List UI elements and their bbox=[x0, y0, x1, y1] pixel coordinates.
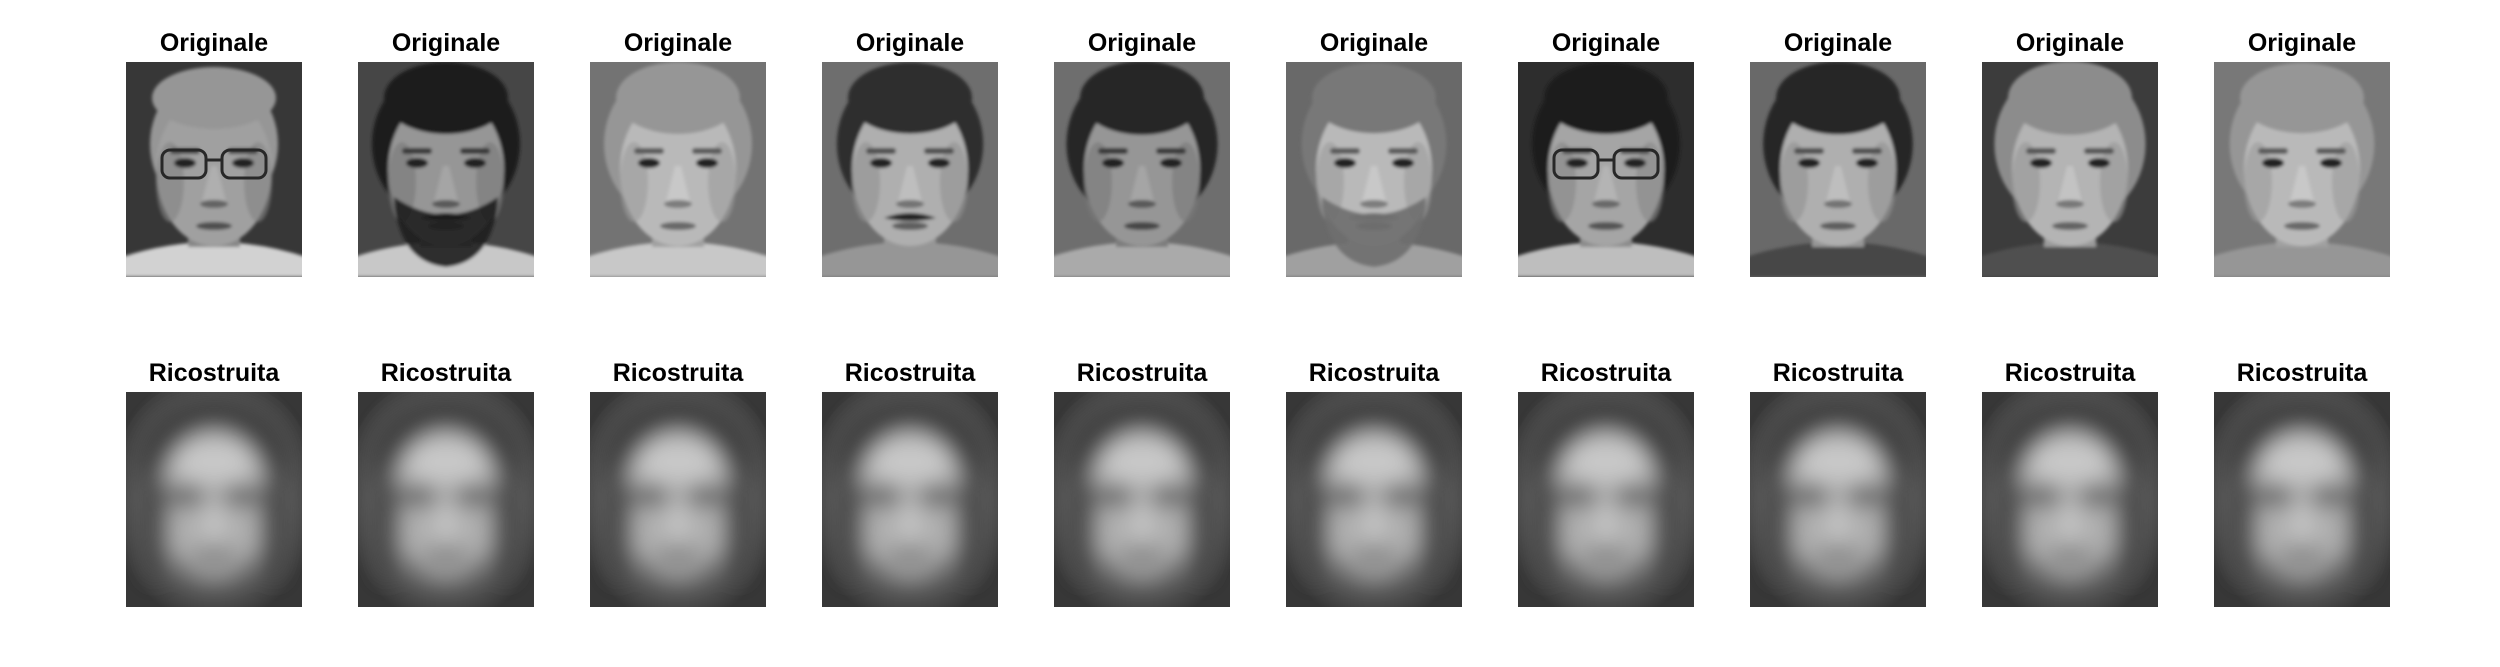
panel-title: Ricostruita bbox=[1076, 359, 1208, 387]
reconstructed-face-image bbox=[1054, 392, 1230, 607]
panel-title: Originale bbox=[2247, 29, 2357, 57]
panel-title: Originale bbox=[2015, 29, 2125, 57]
original-face-image bbox=[1518, 62, 1694, 277]
panel-title: Ricostruita bbox=[612, 359, 744, 387]
panel-title: Originale bbox=[1783, 29, 1893, 57]
panel-title: Originale bbox=[1087, 29, 1197, 57]
panel-title: Originale bbox=[1551, 29, 1661, 57]
reconstructed-face-image bbox=[822, 392, 998, 607]
panel-title: Ricostruita bbox=[1308, 359, 1440, 387]
reconstructed-face-image bbox=[2214, 392, 2390, 607]
panel-title: Ricostruita bbox=[1772, 359, 1904, 387]
panel-title: Ricostruita bbox=[1540, 359, 1672, 387]
panel-title: Originale bbox=[855, 29, 965, 57]
reconstructed-face-image bbox=[358, 392, 534, 607]
original-face-image bbox=[1750, 62, 1926, 277]
original-face-image bbox=[1982, 62, 2158, 277]
panel-title: Originale bbox=[159, 29, 269, 57]
reconstructed-face-image bbox=[1286, 392, 1462, 607]
panel-title: Ricostruita bbox=[2004, 359, 2136, 387]
panel-title: Ricostruita bbox=[844, 359, 976, 387]
reconstructed-face-image bbox=[1982, 392, 2158, 607]
panel-title: Ricostruita bbox=[148, 359, 280, 387]
original-face-image bbox=[358, 62, 534, 277]
reconstructed-face-image bbox=[1518, 392, 1694, 607]
original-face-image bbox=[2214, 62, 2390, 277]
original-face-image bbox=[1286, 62, 1462, 277]
original-face-image bbox=[126, 62, 302, 277]
panel-title: Originale bbox=[623, 29, 733, 57]
panel-title: Ricostruita bbox=[380, 359, 512, 387]
reconstructed-face-image bbox=[590, 392, 766, 607]
original-face-image bbox=[1054, 62, 1230, 277]
original-face-image bbox=[590, 62, 766, 277]
reconstructed-face-image bbox=[1750, 392, 1926, 607]
reconstructed-face-image bbox=[126, 392, 302, 607]
panel-title: Ricostruita bbox=[2236, 359, 2368, 387]
panel-title: Originale bbox=[391, 29, 501, 57]
original-face-image bbox=[822, 62, 998, 277]
panel-title: Originale bbox=[1319, 29, 1429, 57]
